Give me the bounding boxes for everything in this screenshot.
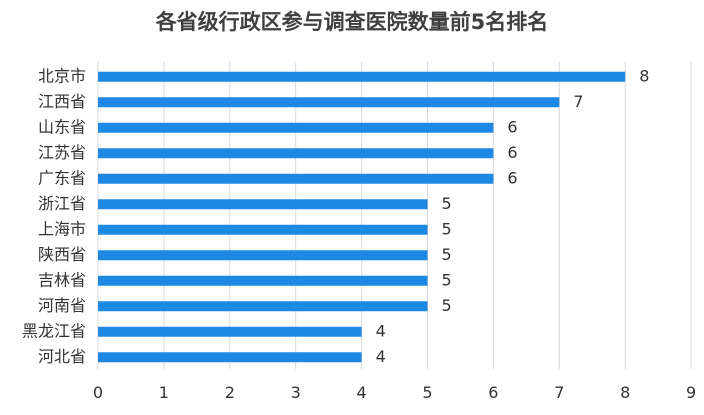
bar [98, 173, 494, 184]
category-label: 河北省 [38, 347, 86, 366]
bar [98, 71, 626, 82]
bar [98, 148, 494, 159]
category-label: 江西省 [38, 92, 86, 111]
data-label: 7 [573, 92, 583, 111]
x-tick-labels: 0 1 2 3 4 5 6 7 8 9 [93, 383, 696, 402]
data-label: 4 [376, 321, 386, 340]
data-label: 4 [376, 347, 386, 366]
category-label: 陕西省 [38, 245, 86, 264]
bar [98, 352, 362, 363]
data-label: 6 [507, 117, 517, 136]
x-tick-label: 8 [620, 383, 630, 402]
x-tick-label: 3 [291, 383, 301, 402]
x-tick-label: 2 [225, 383, 235, 402]
data-label: 8 [639, 66, 649, 85]
category-label: 上海市 [38, 219, 86, 238]
bar [98, 301, 428, 312]
category-label: 广东省 [38, 168, 86, 187]
data-label: 5 [442, 219, 452, 238]
data-label: 5 [442, 296, 452, 315]
value-labels: 8 7 6 6 6 5 5 5 5 5 4 4 [376, 66, 650, 366]
category-label: 江苏省 [38, 143, 86, 162]
x-tick-label: 9 [686, 383, 696, 402]
bar [98, 326, 362, 337]
category-label: 北京市 [38, 66, 86, 85]
category-label: 吉林省 [38, 270, 86, 289]
bar [98, 122, 494, 133]
data-label: 6 [507, 143, 517, 162]
x-tick-label: 4 [357, 383, 367, 402]
data-label: 5 [442, 245, 452, 264]
data-label: 5 [442, 270, 452, 289]
bar [98, 97, 560, 108]
x-tick-label: 7 [554, 383, 564, 402]
category-label: 黑龙江省 [22, 321, 86, 340]
category-label: 浙江省 [38, 194, 86, 213]
data-label: 5 [442, 194, 452, 213]
bars [98, 71, 626, 363]
grid-lines [97, 62, 692, 369]
bar [98, 199, 428, 210]
bar [98, 224, 428, 235]
category-label: 山东省 [38, 117, 86, 136]
x-tick-label: 5 [422, 383, 432, 402]
category-label: 河南省 [38, 296, 86, 315]
bar [98, 250, 428, 261]
x-tick-label: 0 [93, 383, 103, 402]
x-tick-label: 6 [488, 383, 498, 402]
x-tick-label: 1 [159, 383, 169, 402]
bar [98, 275, 428, 286]
data-label: 6 [507, 168, 517, 187]
chart-title: 各省级行政区参与调查医院数量前5名排名 [155, 10, 549, 34]
